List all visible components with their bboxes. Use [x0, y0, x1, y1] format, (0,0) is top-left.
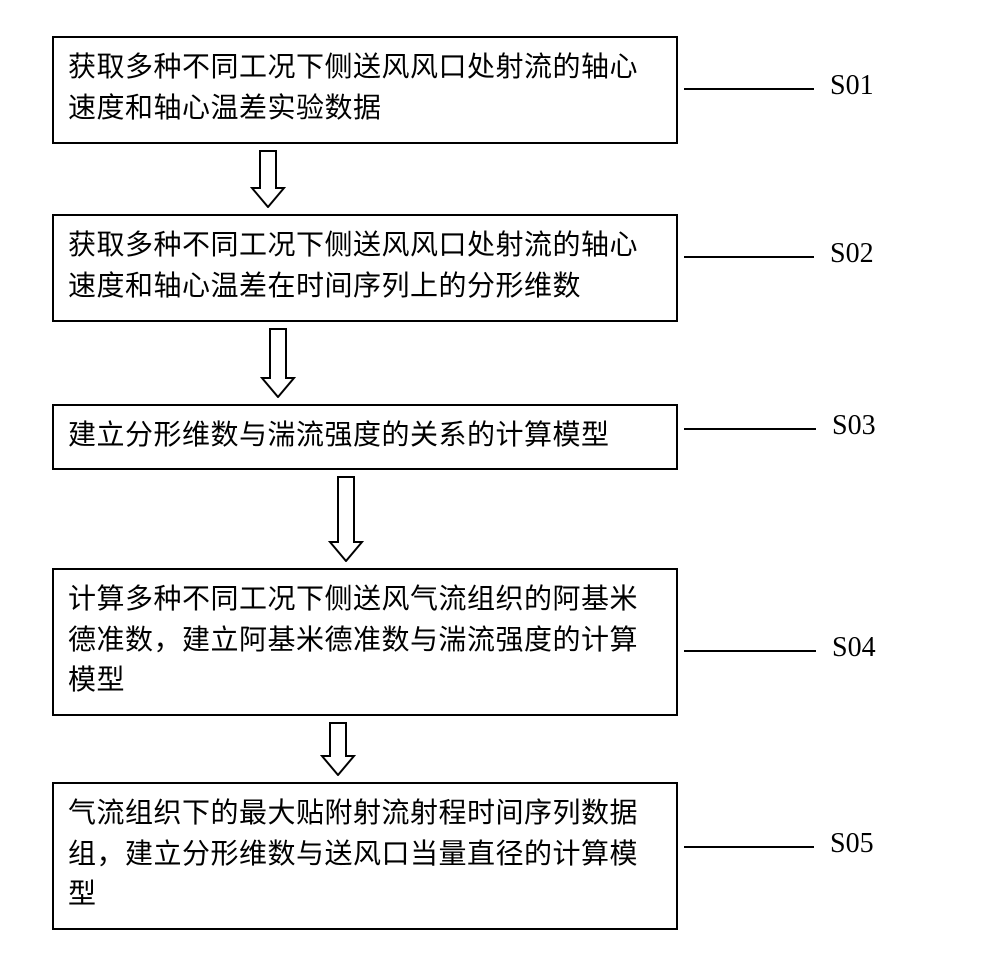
step-text: 计算多种不同工况下侧送风气流组织的阿基米德准数，建立阿基米德准数与湍流强度的计算…	[68, 580, 662, 702]
step-label-s05: S05	[830, 828, 874, 860]
step-box-s05: 气流组织下的最大贴附射流射程时间序列数据组，建立分形维数与送风口当量直径的计算模…	[52, 782, 678, 930]
step-label-s02: S02	[830, 238, 874, 270]
label-connector	[684, 88, 814, 90]
step-box-s02: 获取多种不同工况下侧送风风口处射流的轴心速度和轴心温差在时间序列上的分形维数	[52, 214, 678, 322]
flow-arrow-icon	[320, 722, 356, 776]
step-text: 获取多种不同工况下侧送风风口处射流的轴心速度和轴心温差实验数据	[68, 48, 662, 129]
step-box-s03: 建立分形维数与湍流强度的关系的计算模型	[52, 404, 678, 470]
step-text: 获取多种不同工况下侧送风风口处射流的轴心速度和轴心温差在时间序列上的分形维数	[68, 226, 662, 307]
flow-arrow-icon	[328, 476, 364, 562]
step-box-s01: 获取多种不同工况下侧送风风口处射流的轴心速度和轴心温差实验数据	[52, 36, 678, 144]
label-connector	[684, 428, 816, 430]
flow-arrow-icon	[260, 328, 296, 398]
label-connector	[684, 846, 814, 848]
step-label-s03: S03	[832, 410, 876, 442]
step-text: 气流组织下的最大贴附射流射程时间序列数据组，建立分形维数与送风口当量直径的计算模…	[68, 794, 662, 916]
step-box-s04: 计算多种不同工况下侧送风气流组织的阿基米德准数，建立阿基米德准数与湍流强度的计算…	[52, 568, 678, 716]
label-connector	[684, 256, 814, 258]
label-connector	[684, 650, 816, 652]
step-label-s04: S04	[832, 632, 876, 664]
step-label-s01: S01	[830, 70, 874, 102]
flow-arrow-icon	[250, 150, 286, 208]
step-text: 建立分形维数与湍流强度的关系的计算模型	[68, 416, 610, 457]
